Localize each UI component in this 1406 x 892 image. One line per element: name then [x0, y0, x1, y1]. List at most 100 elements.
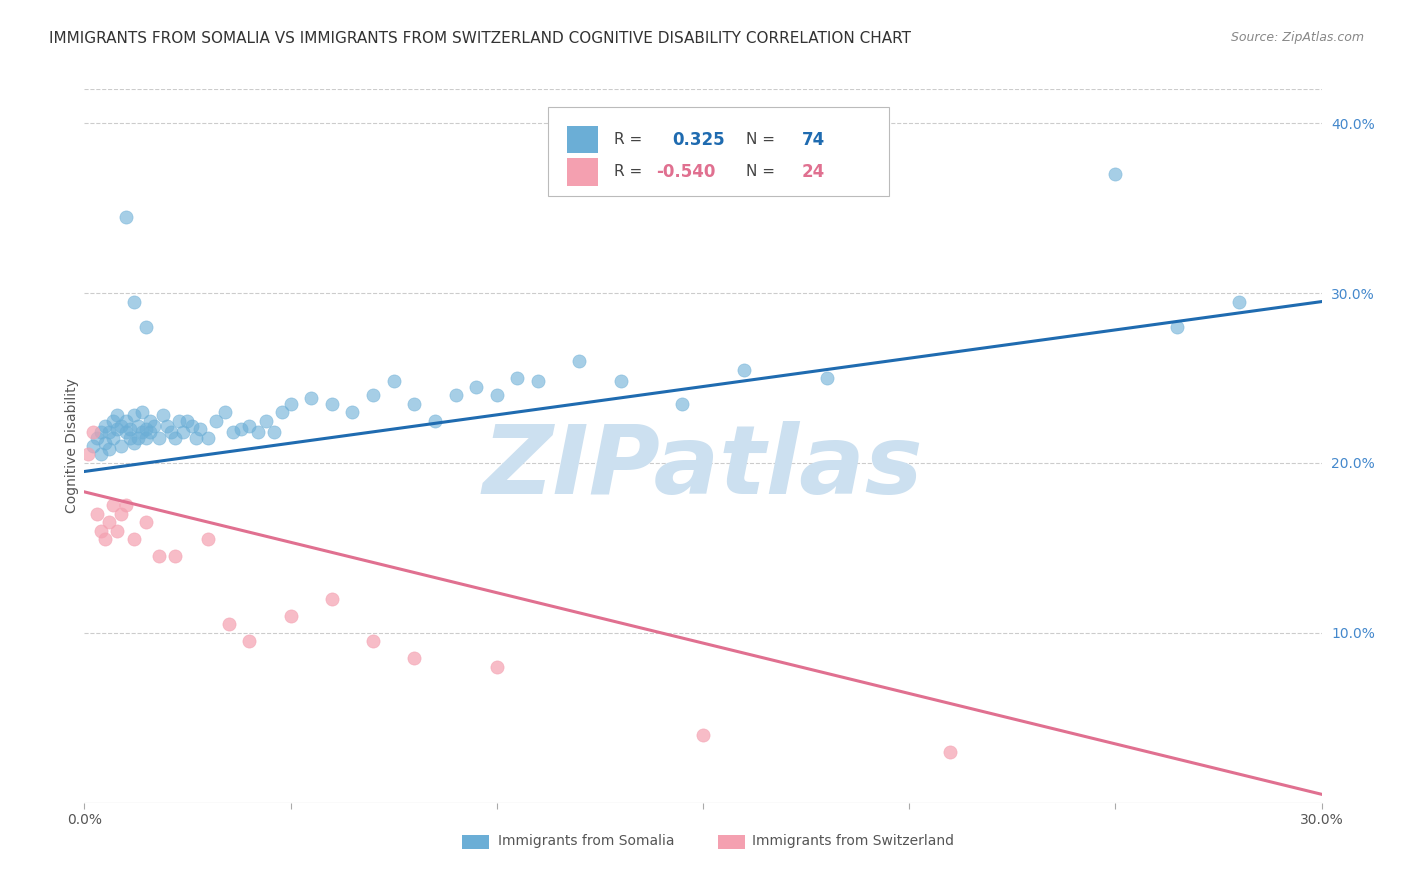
Text: N =: N =: [747, 132, 775, 147]
Text: IMMIGRANTS FROM SOMALIA VS IMMIGRANTS FROM SWITZERLAND COGNITIVE DISABILITY CORR: IMMIGRANTS FROM SOMALIA VS IMMIGRANTS FR…: [49, 31, 911, 46]
Point: [110, 507, 132, 521]
Point: [103, 413, 125, 427]
Point: [90, 524, 112, 538]
Point: [167, 413, 190, 427]
Point: [238, 418, 260, 433]
Point: [321, 591, 343, 606]
Point: [114, 413, 136, 427]
Point: [135, 422, 157, 436]
Point: [135, 516, 157, 530]
Point: [143, 418, 166, 433]
Point: [90, 425, 112, 440]
Point: [1227, 294, 1250, 309]
Point: [188, 422, 211, 436]
Point: [176, 413, 198, 427]
Point: [321, 396, 343, 410]
Point: [568, 354, 591, 368]
Bar: [718, 835, 745, 849]
Text: 24: 24: [801, 163, 825, 181]
Point: [86, 430, 108, 444]
Point: [135, 430, 157, 444]
Text: 0.325: 0.325: [672, 131, 724, 149]
Point: [299, 392, 322, 406]
Point: [148, 430, 170, 444]
Point: [465, 379, 488, 393]
Point: [423, 413, 446, 427]
Point: [77, 448, 100, 462]
Point: [527, 375, 550, 389]
Point: [382, 375, 405, 389]
Point: [342, 405, 364, 419]
Point: [1166, 320, 1188, 334]
Text: Immigrants from Switzerland: Immigrants from Switzerland: [752, 834, 955, 848]
Point: [122, 435, 145, 450]
Point: [280, 396, 302, 410]
Point: [98, 442, 121, 457]
Point: [205, 413, 228, 427]
Point: [122, 294, 145, 309]
Text: N =: N =: [747, 164, 775, 179]
Point: [118, 430, 141, 444]
Point: [98, 425, 121, 440]
Point: [139, 425, 162, 440]
Point: [122, 533, 145, 547]
Point: [114, 210, 136, 224]
Text: -0.540: -0.540: [657, 163, 716, 181]
Point: [180, 418, 202, 433]
Bar: [461, 835, 489, 849]
Point: [229, 422, 252, 436]
Point: [733, 362, 755, 376]
Point: [82, 439, 104, 453]
Point: [444, 388, 467, 402]
Point: [110, 418, 132, 433]
Point: [218, 617, 240, 632]
Point: [361, 634, 384, 648]
Point: [105, 524, 128, 538]
Point: [815, 371, 838, 385]
Point: [103, 430, 125, 444]
Point: [152, 409, 174, 423]
Point: [105, 422, 128, 436]
Point: [197, 533, 219, 547]
Bar: [567, 127, 598, 153]
Point: [165, 430, 187, 444]
Point: [139, 413, 162, 427]
Point: [114, 425, 136, 440]
Point: [82, 425, 104, 440]
Text: Source: ZipAtlas.com: Source: ZipAtlas.com: [1230, 31, 1364, 45]
Point: [122, 409, 145, 423]
Point: [135, 320, 157, 334]
Text: 74: 74: [801, 131, 825, 149]
Point: [271, 405, 294, 419]
Point: [254, 413, 277, 427]
Point: [214, 405, 236, 419]
Point: [197, 430, 219, 444]
Text: Immigrants from Somalia: Immigrants from Somalia: [498, 834, 673, 848]
Point: [127, 418, 149, 433]
Text: R =: R =: [614, 164, 643, 179]
Point: [148, 549, 170, 564]
Y-axis label: Cognitive Disability: Cognitive Disability: [65, 378, 79, 514]
Point: [127, 430, 149, 444]
Point: [404, 651, 426, 665]
Point: [98, 516, 121, 530]
Point: [156, 418, 179, 433]
Point: [131, 425, 153, 440]
Point: [94, 533, 117, 547]
Point: [485, 660, 508, 674]
Point: [246, 425, 269, 440]
Point: [90, 448, 112, 462]
Point: [506, 371, 529, 385]
Text: ZIPatlas: ZIPatlas: [482, 421, 924, 514]
Point: [609, 375, 631, 389]
Point: [86, 507, 108, 521]
Bar: [567, 159, 598, 186]
Point: [105, 409, 128, 423]
Point: [103, 499, 125, 513]
Point: [263, 425, 285, 440]
Point: [404, 396, 426, 410]
Point: [671, 396, 693, 410]
Point: [1104, 167, 1126, 181]
Point: [222, 425, 245, 440]
Point: [939, 745, 962, 759]
